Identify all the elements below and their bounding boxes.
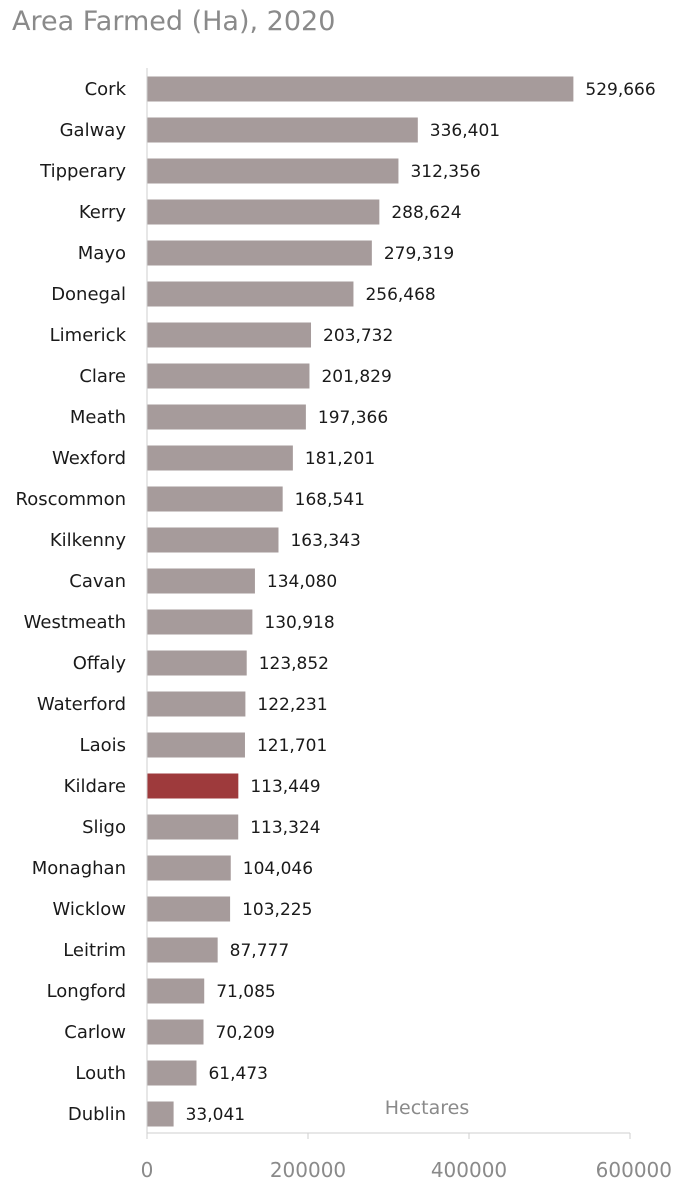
bar-limerick	[147, 322, 312, 348]
bar-meath	[147, 404, 306, 430]
category-label: Sligo	[82, 817, 126, 838]
bar-monaghan	[147, 855, 231, 881]
data-label: 71,085	[216, 982, 275, 1002]
category-label: Cavan	[69, 571, 126, 592]
bar-wicklow	[147, 896, 231, 922]
bar-donegal	[147, 281, 354, 307]
bar-wexford	[147, 445, 293, 471]
category-label: Mayo	[78, 243, 126, 264]
data-label: 163,343	[290, 531, 360, 551]
category-label: Wexford	[52, 448, 126, 469]
category-label: Meath	[70, 407, 126, 428]
bar-westmeath	[147, 609, 253, 635]
x-tick-label: 200000	[270, 1158, 346, 1181]
x-axis-ticks: 0 200000 400000 600000	[141, 1133, 672, 1181]
category-label: Louth	[75, 1063, 126, 1084]
bar-leitrim	[147, 937, 218, 963]
bar-carlow	[147, 1019, 204, 1045]
category-label: Kildare	[64, 776, 126, 797]
data-label: 103,225	[242, 900, 312, 920]
data-label: 336,401	[430, 121, 500, 141]
category-label: Offaly	[73, 653, 127, 674]
data-label: 113,449	[250, 777, 320, 797]
bar-laois	[147, 732, 245, 758]
category-label: Limerick	[50, 325, 127, 346]
data-label: 61,473	[208, 1064, 267, 1084]
bars-group: Cork 529,666 Galway 336,401 Tipperary 312,356…	[16, 76, 656, 1127]
bar-longford	[147, 978, 205, 1004]
data-label: 288,624	[391, 203, 461, 223]
data-label: 70,209	[216, 1023, 275, 1043]
bar-kildare	[147, 773, 239, 799]
category-label: Wicklow	[53, 899, 126, 920]
category-label: Westmeath	[24, 612, 126, 633]
data-label: 529,666	[585, 80, 655, 100]
bar-kerry	[147, 199, 380, 225]
bar-offaly	[147, 650, 247, 676]
data-label: 122,231	[257, 695, 327, 715]
bar-dublin	[147, 1101, 174, 1127]
bar-cork	[147, 76, 574, 102]
bar-sligo	[147, 814, 239, 840]
bar-roscommon	[147, 486, 283, 512]
bar-clare	[147, 363, 310, 389]
category-label: Monaghan	[32, 858, 126, 879]
chart-title: Area Farmed (Ha), 2020	[12, 6, 335, 37]
data-label: 256,468	[365, 285, 435, 305]
data-label: 181,201	[305, 449, 375, 469]
bar-galway	[147, 117, 418, 143]
bar-tipperary	[147, 158, 399, 184]
bar-cavan	[147, 568, 255, 594]
category-label: Tipperary	[39, 161, 126, 182]
category-label: Longford	[47, 981, 126, 1002]
category-label: Kilkenny	[50, 530, 126, 551]
data-label: 113,324	[250, 818, 320, 838]
category-label: Waterford	[37, 694, 126, 715]
category-label: Laois	[80, 735, 126, 756]
category-label: Donegal	[51, 284, 126, 305]
data-label: 104,046	[243, 859, 313, 879]
category-label: Carlow	[64, 1022, 126, 1043]
data-label: 87,777	[230, 941, 289, 961]
x-axis-label: Hectares	[385, 1097, 470, 1119]
x-tick-label: 400000	[431, 1158, 507, 1181]
data-label: 121,701	[257, 736, 327, 756]
bar-waterford	[147, 691, 246, 717]
data-label: 123,852	[259, 654, 329, 674]
category-label: Roscommon	[16, 489, 127, 510]
category-label: Dublin	[68, 1104, 126, 1125]
x-tick-label: 0	[141, 1158, 154, 1181]
bar-mayo	[147, 240, 372, 266]
data-label: 197,366	[318, 408, 388, 428]
data-label: 33,041	[186, 1105, 245, 1125]
category-label: Cork	[85, 79, 127, 100]
data-label: 203,732	[323, 326, 393, 346]
bar-kilkenny	[147, 527, 279, 553]
category-label: Clare	[79, 366, 126, 387]
category-label: Kerry	[79, 202, 126, 223]
bar-louth	[147, 1060, 197, 1086]
data-label: 168,541	[295, 490, 365, 510]
data-label: 201,829	[321, 367, 391, 387]
category-label: Leitrim	[63, 940, 126, 961]
category-label: Galway	[60, 120, 127, 141]
data-label: 134,080	[267, 572, 337, 592]
data-label: 279,319	[384, 244, 454, 264]
data-label: 130,918	[264, 613, 334, 633]
data-label: 312,356	[410, 162, 480, 182]
x-tick-label: 600000	[596, 1158, 672, 1181]
